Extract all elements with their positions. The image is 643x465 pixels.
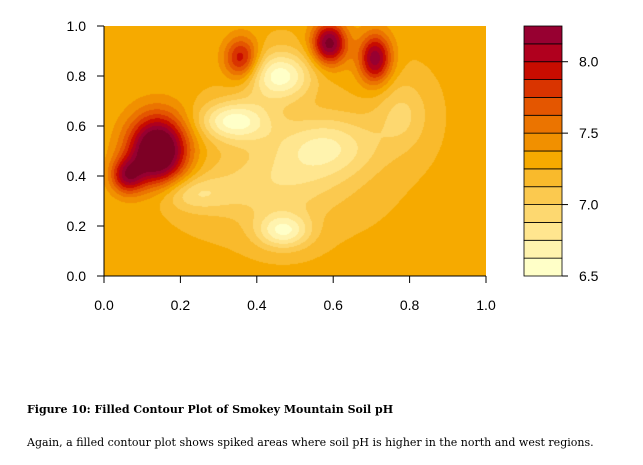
x-axis: 0.0 0.2 0.4 0.6 0.8 1.0 [94,276,496,313]
filled-contour-chart: 0.0 0.2 0.4 0.6 0.8 1.0 0.0 0.2 0.4 0.6 0.8 1.0 6.… [67,18,599,313]
key-tick-label: 7.5 [579,125,599,141]
color-key: 6.5 7.0 7.5 8.0 [523,25,599,284]
contour-fill [104,26,486,276]
x-tick-label: 0.0 [94,297,114,313]
y-tick-label: 1.0 [67,18,87,34]
color-key-swatch [523,61,563,80]
y-tick-label: 0.6 [67,118,87,134]
x-tick-label: 0.2 [171,297,191,313]
color-key-swatch [523,132,563,152]
color-key-swatch [523,222,563,241]
y-tick-label: 0.2 [67,218,87,234]
color-key-swatch [523,239,563,259]
plot-frame [103,26,486,277]
color-key-swatch [523,97,563,116]
color-key-swatch [523,79,563,98]
y-tick-label: 0.4 [67,168,87,184]
figure-caption-title: Figure 10: Filled Contour Plot of Smokey… [27,403,394,416]
y-tick-label: 0.8 [67,68,87,84]
x-tick-label: 0.6 [323,297,343,313]
x-tick-label: 1.0 [476,297,496,313]
color-key-swatch [523,204,563,223]
x-tick-label: 0.4 [247,297,267,313]
key-tick-label: 7.0 [579,197,599,213]
color-key-swatch [523,186,563,205]
key-tick-label: 6.5 [579,268,599,284]
key-tick-label: 8.0 [579,54,599,70]
color-key-swatch [523,168,563,188]
x-tick-label: 0.8 [400,297,420,313]
color-key-swatch [523,43,563,63]
color-key-swatch [523,25,563,45]
color-key-swatch [523,114,563,134]
color-key-swatch [523,257,563,277]
figure-caption-text: Again, a filled contour plot shows spike… [27,436,594,449]
y-axis: 0.0 0.2 0.4 0.6 0.8 1.0 [67,18,104,284]
color-key-swatch [523,150,563,170]
y-tick-label: 0.0 [67,268,87,284]
